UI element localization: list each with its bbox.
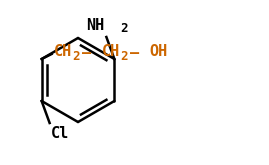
Text: Cl: Cl	[51, 126, 69, 141]
Text: 2: 2	[120, 22, 128, 35]
Text: CH: CH	[102, 45, 120, 60]
Text: CH: CH	[54, 45, 72, 60]
Text: OH: OH	[150, 45, 168, 60]
Text: —: —	[82, 45, 91, 60]
Text: NH: NH	[86, 18, 104, 33]
Text: 2: 2	[73, 50, 80, 64]
Text: 2: 2	[121, 50, 128, 64]
Text: —: —	[130, 45, 139, 60]
